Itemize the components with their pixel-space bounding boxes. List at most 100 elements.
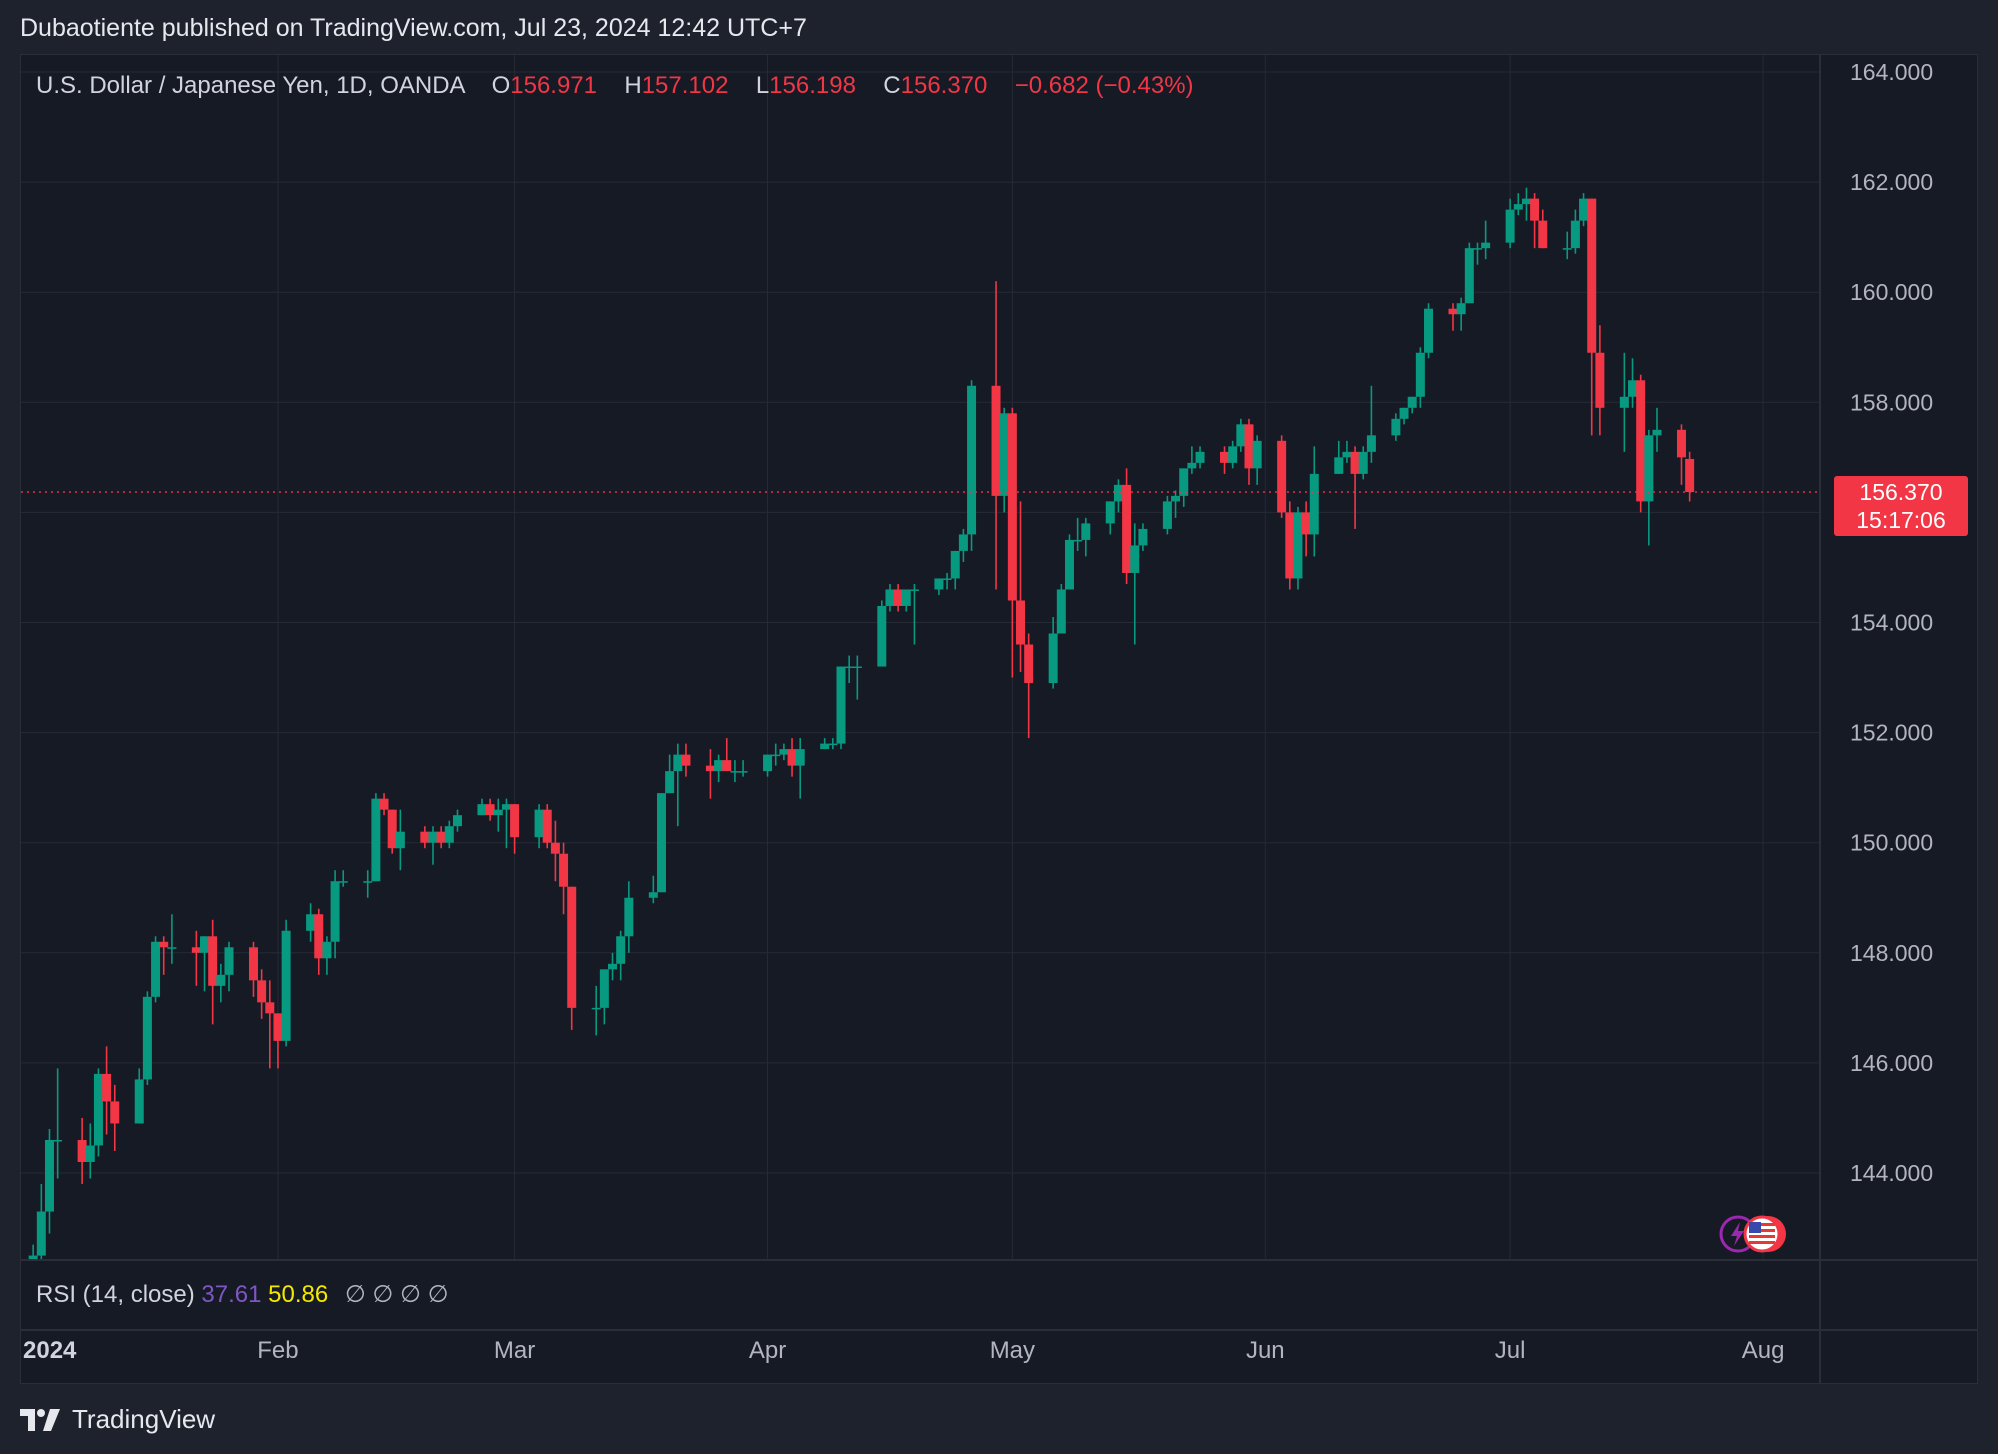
candle[interactable] (624, 881, 634, 953)
candle[interactable] (330, 870, 340, 959)
candle[interactable] (656, 793, 666, 893)
candle[interactable] (877, 600, 887, 667)
candle[interactable] (1407, 396, 1417, 414)
candle[interactable] (444, 820, 454, 849)
candle[interactable] (673, 743, 683, 827)
candle[interactable] (1538, 209, 1548, 249)
candle[interactable] (1334, 440, 1344, 474)
candle[interactable] (730, 760, 740, 783)
candle[interactable] (1505, 198, 1515, 249)
candle[interactable] (967, 380, 977, 551)
candle[interactable] (1595, 325, 1605, 436)
candle[interactable] (1301, 501, 1311, 557)
candle[interactable] (958, 528, 968, 562)
candle[interactable] (1570, 209, 1580, 254)
candle[interactable] (44, 1128, 54, 1234)
candle[interactable] (167, 914, 177, 964)
candle[interactable] (616, 930, 626, 981)
candle[interactable] (1562, 231, 1572, 260)
candle[interactable] (893, 583, 903, 612)
candle[interactable] (1587, 198, 1597, 436)
symbol-title[interactable]: U.S. Dollar / Japanese Yen, 1D, OANDA (36, 72, 465, 99)
candle[interactable] (28, 1244, 38, 1311)
candle[interactable] (1293, 506, 1303, 590)
candle[interactable] (1619, 352, 1629, 452)
candle[interactable] (436, 826, 446, 849)
candle[interactable] (1056, 583, 1066, 634)
candle[interactable] (1228, 440, 1238, 469)
candle[interactable] (428, 826, 438, 865)
candle[interactable] (1644, 429, 1654, 546)
candle[interactable] (779, 743, 789, 761)
candle[interactable] (191, 930, 201, 986)
candle[interactable] (314, 908, 324, 975)
candle[interactable] (1105, 501, 1115, 535)
candle[interactable] (1448, 303, 1458, 331)
candle[interactable] (510, 804, 520, 854)
candle[interactable] (248, 941, 258, 997)
candle[interactable] (1073, 517, 1083, 551)
candle[interactable] (1350, 446, 1360, 529)
candle[interactable] (991, 281, 1001, 590)
candle[interactable] (771, 743, 781, 766)
candle[interactable] (1048, 616, 1058, 689)
candle[interactable] (1195, 446, 1205, 469)
candle[interactable] (559, 842, 569, 915)
candle[interactable] (1064, 534, 1074, 590)
chart-pane[interactable] (20, 54, 1978, 1384)
candle[interactable] (534, 804, 544, 849)
candle[interactable] (1391, 413, 1401, 441)
candle[interactable] (1081, 517, 1091, 557)
us-flag-event-icon[interactable] (1743, 1215, 1786, 1253)
candle[interactable] (485, 798, 495, 821)
candle[interactable] (1236, 418, 1246, 452)
candle[interactable] (501, 798, 511, 849)
candle[interactable] (1676, 424, 1686, 485)
candle[interactable] (599, 969, 609, 1025)
candle[interactable] (1456, 297, 1466, 331)
candle[interactable] (1481, 220, 1491, 260)
candle[interactable] (1113, 479, 1123, 513)
candle[interactable] (1138, 523, 1148, 551)
candle[interactable] (1513, 193, 1523, 216)
candle[interactable] (591, 985, 601, 1036)
candle[interactable] (265, 980, 275, 1069)
candle[interactable] (722, 738, 732, 772)
candle[interactable] (159, 936, 169, 975)
candle[interactable] (371, 793, 381, 882)
candle[interactable] (1252, 435, 1262, 485)
candle[interactable] (200, 936, 210, 992)
candle[interactable] (1424, 303, 1434, 359)
candle[interactable] (934, 578, 944, 595)
candle[interactable] (1652, 407, 1662, 452)
candle[interactable] (681, 743, 691, 777)
candle[interactable] (1342, 440, 1352, 463)
candle[interactable] (53, 1068, 63, 1179)
candle[interactable] (257, 969, 267, 1019)
candle[interactable] (208, 919, 218, 1025)
candle[interactable] (648, 875, 658, 904)
candle[interactable] (1521, 187, 1531, 221)
candle[interactable] (102, 1046, 112, 1135)
candle[interactable] (134, 1068, 144, 1124)
candle[interactable] (110, 1084, 120, 1151)
candle[interactable] (901, 589, 911, 612)
candle[interactable] (852, 655, 862, 700)
candle[interactable] (1579, 193, 1589, 227)
candle[interactable] (216, 963, 226, 1003)
candle[interactable] (1171, 490, 1181, 518)
candle[interactable] (1685, 451, 1695, 502)
candle[interactable] (379, 793, 389, 816)
candle[interactable] (1179, 468, 1189, 507)
candle[interactable] (85, 1123, 95, 1179)
candle[interactable] (36, 1184, 46, 1267)
candle[interactable] (1464, 242, 1474, 304)
candle[interactable] (836, 666, 846, 750)
candle[interactable] (1358, 446, 1368, 480)
candle[interactable] (738, 760, 748, 777)
candle[interactable] (1415, 347, 1425, 408)
candle[interactable] (395, 809, 405, 871)
candle[interactable] (1530, 193, 1540, 249)
candle[interactable] (608, 952, 618, 981)
